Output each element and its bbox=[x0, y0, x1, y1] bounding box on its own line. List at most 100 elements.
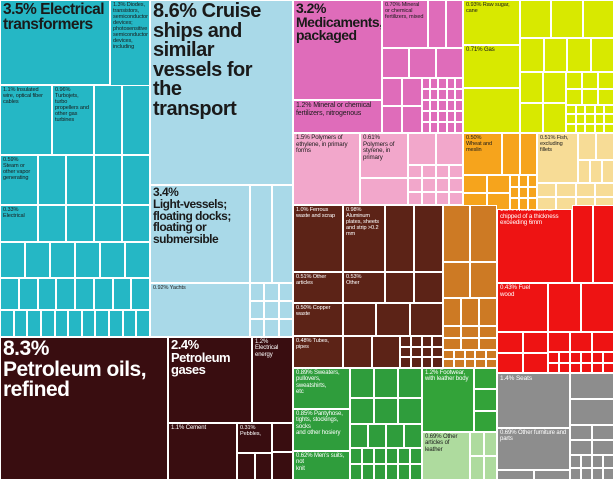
treemap-cell[interactable] bbox=[410, 346, 422, 358]
treemap-cell-petroleum-gases[interactable]: 2.4% Petroleum gases bbox=[168, 337, 252, 423]
treemap-cell[interactable] bbox=[594, 114, 605, 124]
treemap-cell-cement[interactable]: 1.1% Cement bbox=[168, 423, 237, 480]
treemap-cell[interactable] bbox=[237, 453, 255, 480]
treemap-cell[interactable] bbox=[570, 467, 581, 480]
treemap-cell[interactable] bbox=[446, 89, 455, 100]
treemap-cell[interactable] bbox=[520, 0, 552, 38]
treemap-cell[interactable] bbox=[603, 352, 614, 363]
treemap-cell[interactable] bbox=[548, 283, 581, 332]
treemap-cell[interactable] bbox=[382, 48, 409, 78]
treemap-cell-polymers-ethylene[interactable]: 1.5% Polymers of ethylene, in primary fo… bbox=[293, 133, 360, 205]
treemap-cell-gas[interactable]: 0.71% Gas bbox=[463, 45, 520, 88]
treemap-cell[interactable] bbox=[438, 89, 447, 100]
treemap-cell[interactable] bbox=[510, 175, 519, 187]
treemap-cell[interactable] bbox=[446, 100, 455, 111]
treemap-cell[interactable] bbox=[94, 155, 122, 205]
treemap-cell[interactable] bbox=[570, 455, 581, 468]
treemap-cell[interactable] bbox=[581, 352, 592, 363]
treemap-cell[interactable] bbox=[272, 451, 293, 480]
treemap-cell[interactable] bbox=[520, 38, 544, 72]
treemap-cell[interactable] bbox=[470, 262, 497, 298]
treemap-cell[interactable] bbox=[556, 183, 576, 197]
treemap-cell[interactable] bbox=[386, 448, 398, 464]
treemap-cell-sweaters-pullovers[interactable]: 0.89% Sweaters, pullovers, sweatshirts, … bbox=[293, 368, 350, 409]
treemap-cell[interactable] bbox=[443, 326, 461, 338]
treemap-cell[interactable] bbox=[410, 464, 422, 480]
treemap-cell[interactable] bbox=[432, 357, 443, 368]
treemap-cell[interactable] bbox=[528, 186, 537, 199]
treemap-cell-light-vessels-floating-docks[interactable]: 3.4% Light-vessels; floating docks; floa… bbox=[150, 185, 250, 283]
treemap-cell[interactable] bbox=[350, 448, 362, 464]
treemap-cell[interactable] bbox=[592, 425, 614, 440]
treemap-cell[interactable] bbox=[408, 133, 436, 165]
treemap-cell[interactable] bbox=[136, 310, 150, 337]
treemap-cell[interactable] bbox=[362, 464, 374, 480]
treemap-cell[interactable] bbox=[443, 350, 454, 359]
treemap-cell-copper-waste[interactable]: 0.50% Copper waste bbox=[293, 303, 343, 336]
treemap-cell[interactable] bbox=[582, 88, 598, 105]
treemap-cell[interactable] bbox=[520, 72, 543, 103]
treemap-cell[interactable] bbox=[497, 352, 523, 373]
treemap-cell[interactable] bbox=[566, 123, 576, 133]
treemap-cell[interactable] bbox=[66, 155, 94, 205]
treemap-cell[interactable] bbox=[432, 346, 443, 358]
treemap-cell[interactable] bbox=[497, 470, 534, 480]
treemap-cell[interactable] bbox=[551, 0, 583, 38]
treemap-cell[interactable] bbox=[438, 78, 447, 89]
treemap-cell-raw-sugar-cane[interactable]: 0.93% Raw sugar, cane bbox=[463, 0, 520, 45]
treemap-cell[interactable] bbox=[272, 423, 293, 452]
treemap-cell[interactable] bbox=[446, 122, 455, 133]
treemap-cell[interactable] bbox=[122, 310, 137, 337]
treemap-cell-cruise-ships-vessels[interactable]: 8.6% Cruise ships and similar vessels fo… bbox=[150, 0, 293, 185]
treemap-cell[interactable] bbox=[410, 357, 422, 368]
treemap-cell[interactable] bbox=[470, 456, 484, 480]
treemap-cell[interactable] bbox=[592, 455, 603, 468]
treemap-cell[interactable] bbox=[483, 456, 497, 480]
treemap-cell[interactable] bbox=[382, 105, 402, 133]
treemap-cell[interactable] bbox=[95, 310, 110, 337]
treemap-cell[interactable] bbox=[443, 359, 454, 368]
treemap-cell[interactable] bbox=[570, 440, 592, 455]
treemap-cell[interactable] bbox=[497, 332, 523, 353]
treemap-cell[interactable] bbox=[475, 350, 487, 359]
treemap-cell[interactable] bbox=[250, 283, 265, 301]
treemap-cell[interactable] bbox=[350, 424, 368, 448]
treemap-cell[interactable] bbox=[537, 183, 557, 197]
treemap-cell[interactable] bbox=[362, 448, 374, 464]
treemap-cell[interactable] bbox=[603, 455, 614, 468]
treemap-cell[interactable] bbox=[264, 301, 279, 319]
treemap-cell[interactable] bbox=[559, 352, 570, 363]
treemap-cell[interactable] bbox=[68, 310, 82, 337]
treemap-cell[interactable] bbox=[556, 196, 576, 210]
treemap-cell[interactable] bbox=[461, 326, 479, 338]
treemap-cell[interactable] bbox=[343, 336, 372, 368]
treemap-cell[interactable] bbox=[0, 278, 19, 310]
treemap-cell[interactable] bbox=[585, 123, 595, 133]
treemap-cell[interactable] bbox=[479, 326, 497, 338]
treemap-cell[interactable] bbox=[592, 467, 603, 480]
treemap-cell[interactable] bbox=[566, 105, 576, 115]
treemap-cell-wheat-meslin[interactable]: 0.50% Wheat and meslin bbox=[463, 133, 502, 175]
treemap-cell[interactable] bbox=[122, 205, 150, 242]
treemap-cell[interactable] bbox=[0, 242, 25, 278]
treemap-cell[interactable] bbox=[570, 352, 581, 363]
treemap-cell[interactable] bbox=[570, 425, 592, 440]
treemap-cell-mens-suits-not-knit[interactable]: 0.62% Men's suits, not knit bbox=[293, 451, 350, 480]
treemap-cell[interactable] bbox=[430, 78, 439, 89]
treemap-cell[interactable] bbox=[443, 338, 461, 350]
treemap-cell[interactable] bbox=[38, 155, 66, 205]
treemap-cell[interactable] bbox=[50, 242, 75, 278]
treemap-cell[interactable] bbox=[438, 111, 447, 122]
treemap-cell-fuel-wood[interactable]: 0.43% Fuel wood bbox=[497, 283, 548, 332]
treemap-cell[interactable] bbox=[510, 198, 519, 210]
treemap-cell[interactable] bbox=[430, 89, 439, 100]
treemap-cell-other-articles-leather[interactable]: 0.69% Other articles of leather bbox=[422, 432, 470, 480]
treemap-cell[interactable] bbox=[250, 185, 272, 283]
treemap-cell[interactable] bbox=[278, 283, 293, 301]
treemap-cell[interactable] bbox=[454, 100, 463, 111]
treemap-cell[interactable] bbox=[449, 178, 463, 192]
treemap-cell[interactable] bbox=[421, 191, 436, 205]
treemap-cell[interactable] bbox=[125, 242, 150, 278]
treemap-cell[interactable] bbox=[376, 303, 410, 336]
treemap-cell[interactable] bbox=[486, 350, 497, 359]
